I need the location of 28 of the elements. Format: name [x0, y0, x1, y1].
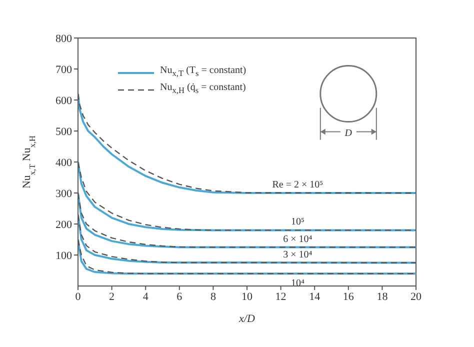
y-tick-label: 300	[56, 188, 72, 200]
annotation: D	[344, 128, 353, 139]
x-tick-label: 2	[109, 290, 115, 303]
annotation: 10⁵	[290, 216, 304, 228]
x-tick-label: 0	[75, 290, 82, 303]
legend-label: Nu$_{x,H}$ (q̇$_{s}$ = constant)	[160, 81, 246, 97]
x-tick-label: 14	[309, 290, 321, 303]
x-axis-title: x/D	[238, 313, 255, 325]
x-tick-label: 4	[142, 290, 149, 303]
x-tick-label: 18	[376, 290, 388, 303]
y-tick-label: 100	[56, 250, 72, 262]
legend-label: Nu$_{x,T}$ (T$_{s}$ = constant)	[160, 64, 246, 80]
circle-diagram: D	[320, 65, 378, 140]
y-tick-label: 500	[56, 126, 72, 138]
annotation: 3 × 10⁴	[283, 249, 313, 260]
x-tick-label: 12	[275, 290, 286, 303]
annotation: 6 × 10⁴	[283, 234, 313, 245]
y-tick-label: 600	[56, 94, 72, 107]
y-tick-label: 700	[56, 64, 72, 76]
x-tick-label: 8	[210, 290, 216, 303]
x-tick-label: 20	[410, 290, 422, 303]
y-tick-label: 800	[56, 32, 72, 45]
x-tick-label: 16	[342, 290, 354, 303]
x-tick-label: 10	[242, 290, 253, 303]
y-tick-label: 400	[56, 156, 72, 169]
y-tick-label: 200	[56, 218, 72, 231]
annotation: Re = 2 × 10⁵	[272, 180, 324, 190]
x-tick-label: 6	[176, 290, 183, 303]
